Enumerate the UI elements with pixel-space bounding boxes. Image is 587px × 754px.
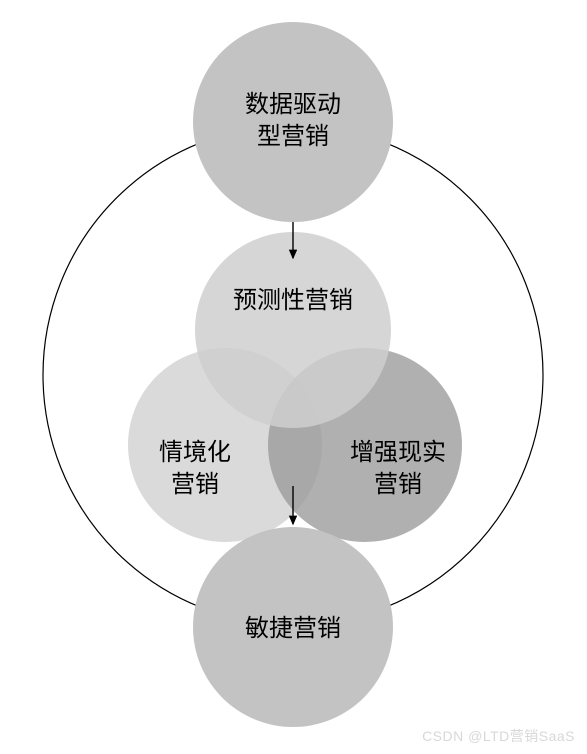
node-data-driven-label1: 数据驱动 bbox=[245, 91, 341, 118]
venn-left-label2: 营销 bbox=[171, 471, 219, 498]
node-agile-label: 敏捷营销 bbox=[245, 615, 341, 642]
venn-top bbox=[195, 232, 391, 428]
node-data-driven bbox=[193, 22, 393, 222]
venn-left-label1: 情境化 bbox=[159, 439, 231, 466]
marketing-diagram: 数据驱动 型营销 预测性营销 情境化 营销 增强现实 营销 敏捷营销 bbox=[0, 0, 587, 754]
venn-top-label: 预测性营销 bbox=[233, 287, 353, 314]
node-data-driven-label2: 型营销 bbox=[257, 123, 329, 150]
venn-right-label1: 增强现实 bbox=[350, 439, 446, 466]
watermark-text: CSDN @LTD营销SaaS bbox=[422, 726, 575, 746]
venn-right-label2: 营销 bbox=[374, 471, 422, 498]
